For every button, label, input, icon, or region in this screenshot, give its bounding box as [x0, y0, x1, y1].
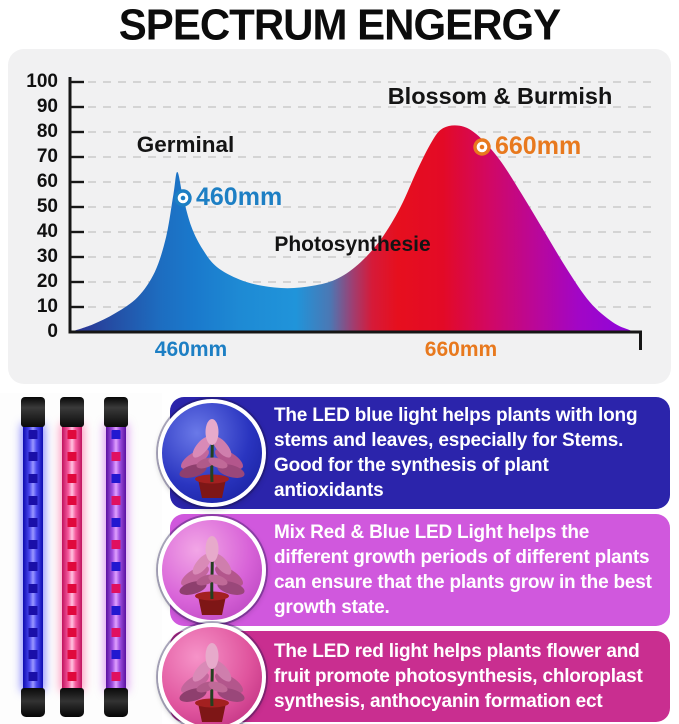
spectrum-chart	[68, 77, 656, 350]
y-tick-label: 40	[36, 221, 58, 242]
tube-end-cap	[21, 688, 45, 717]
plant-illustration	[162, 403, 262, 503]
info-card-mixed-light: Mix Red & Blue LED Light helps the diffe…	[158, 514, 670, 626]
red-led-tube	[59, 397, 85, 717]
light-benefit-cards: The LED blue light helps plants with lon…	[158, 397, 670, 724]
y-tick-label: 80	[36, 121, 58, 142]
y-axis-ticks	[70, 80, 84, 334]
led-chips	[111, 430, 121, 685]
y-tick-label: 70	[36, 146, 58, 167]
y-tick-label: 0	[47, 321, 58, 342]
blossom-burmish-label: Blossom & Burmish	[387, 83, 613, 109]
plant-illustration	[162, 627, 262, 724]
plant-photo-blue	[158, 399, 266, 507]
led-chips	[67, 430, 77, 685]
tube-end-cap	[104, 688, 128, 717]
tube-end-cap	[104, 397, 128, 427]
plant-photo-red	[158, 622, 266, 724]
led-tube-lights	[0, 393, 162, 724]
tube-end-cap	[60, 397, 84, 427]
tube-end-cap	[60, 688, 84, 717]
tube-body	[62, 425, 82, 690]
plant-illustration	[162, 520, 262, 620]
tube-body	[23, 425, 43, 690]
page-title: SPECTRUM ENGERGY	[118, 0, 561, 49]
germinal-label: Germinal	[136, 132, 235, 157]
card-text: The LED red light helps plants flower an…	[274, 641, 643, 712]
led-chips	[28, 430, 38, 685]
y-tick-label: 60	[36, 171, 58, 192]
red-peak-value-label: 660mm	[495, 132, 582, 160]
x-axis-label-660: 660mm	[424, 338, 498, 361]
photosynthesis-label: Photosynthesie	[274, 233, 431, 256]
spectrum-curve	[70, 125, 635, 332]
tube-end-cap	[21, 397, 45, 427]
y-tick-label: 100	[26, 71, 58, 92]
blue-peak-value-label: 460mm	[196, 183, 283, 211]
info-card-blue-light: The LED blue light helps plants with lon…	[158, 397, 670, 509]
y-tick-label: 30	[36, 246, 58, 267]
x-axis-label-460: 460mm	[154, 338, 228, 361]
card-text: Mix Red & Blue LED Light helps the diffe…	[274, 522, 652, 618]
y-tick-label: 10	[36, 296, 58, 317]
mixed-led-tube	[103, 397, 129, 717]
info-card-red-light: The LED red light helps plants flower an…	[158, 622, 670, 724]
y-tick-label: 50	[36, 196, 58, 217]
y-tick-label: 90	[36, 96, 58, 117]
card-text: The LED blue light helps plants with lon…	[274, 405, 638, 501]
blue-peak-marker-dot	[180, 195, 186, 201]
product-details-section: The LED blue light helps plants with lon…	[0, 393, 679, 724]
y-axis-labels: 100 90 80 70 60 50 40 30 20 10 0	[8, 49, 64, 384]
spectrum-chart-panel: 100 90 80 70 60 50 40 30 20 10 0 Germinal Blossom …	[8, 49, 671, 384]
y-tick-label: 20	[36, 271, 58, 292]
tube-body	[106, 425, 126, 690]
blue-led-tube	[20, 397, 46, 717]
plant-photo-mixed	[158, 516, 266, 624]
red-peak-marker-dot	[479, 144, 485, 150]
